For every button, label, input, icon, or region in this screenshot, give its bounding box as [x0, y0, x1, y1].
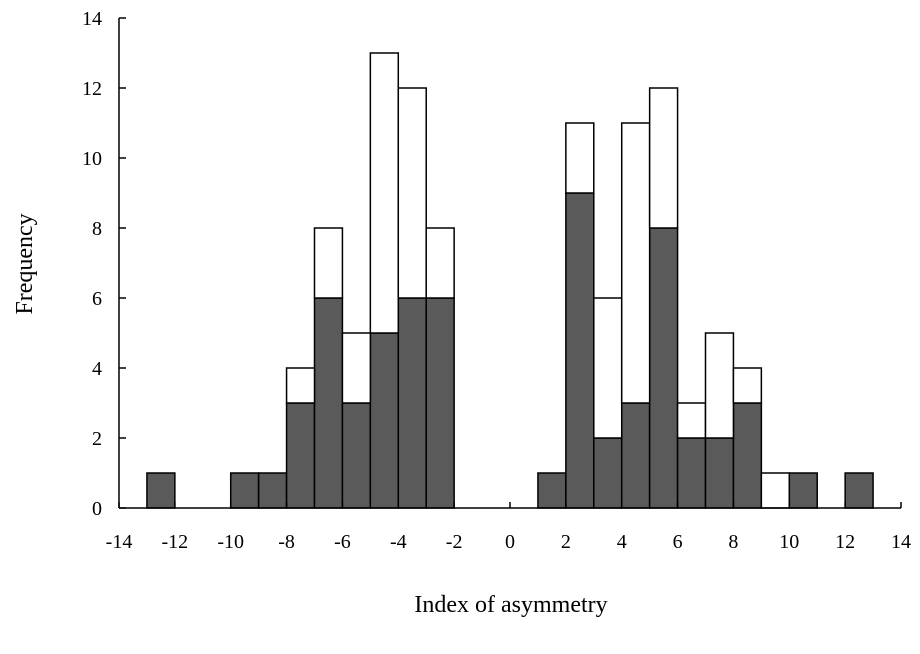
x-tick-label: -14 — [106, 531, 133, 553]
y-tick-label: 12 — [82, 78, 102, 100]
y-tick-label: 0 — [92, 498, 102, 520]
labels-layer: 0 2 4 6 8 10 12 14 -14 -12 -10 -8 -6 -4 -2 0 2 4 6 8 10 12 14 — [82, 8, 911, 553]
bar-series2-bin--8 — [285, 367, 316, 404]
bar-series2-bin-8 — [732, 367, 763, 404]
x-tick-label: 10 — [779, 531, 799, 553]
bar-series2-bin-9 — [760, 472, 791, 509]
x-tick-label: -8 — [278, 531, 295, 553]
x-tick-label: 6 — [673, 531, 683, 553]
bar-series1-bin-10 — [788, 472, 818, 509]
bar-series1-bin-8 — [732, 402, 763, 509]
bar-series2-bin--3 — [425, 227, 455, 299]
bar-series2-bin--7 — [313, 227, 344, 299]
bar-series1-bin-7 — [704, 437, 735, 509]
x-tick-label: 12 — [835, 531, 855, 553]
x-tick-label: 0 — [505, 531, 515, 553]
bar-series2-bin-5 — [648, 87, 679, 229]
bar-series2-bin-7 — [704, 332, 735, 439]
bar-series1-bin--9 — [257, 472, 288, 509]
bar-series1-bin--8 — [285, 402, 316, 509]
x-tick-label: 8 — [728, 531, 738, 553]
bar-series2-bin-4 — [620, 122, 651, 404]
bar-series2-bin-2 — [565, 122, 595, 194]
bar-series1-bin-12 — [844, 472, 874, 509]
bar-series1-bin--5 — [369, 332, 400, 509]
y-tick-label: 14 — [82, 8, 102, 30]
bar-series1-bin--3 — [425, 297, 455, 509]
bar-series2-bin--4 — [397, 87, 427, 299]
bar-series1-bin-6 — [676, 437, 707, 509]
y-tick-label: 6 — [92, 288, 102, 310]
x-tick-label: -6 — [334, 531, 351, 553]
bar-series1-bin--13 — [146, 472, 176, 509]
bar-series1-bin-5 — [648, 227, 679, 509]
bar-series1-bin--10 — [229, 472, 260, 509]
bar-series1-bin--4 — [397, 297, 427, 509]
bar-series1-bin-3 — [593, 437, 623, 509]
axes-layer — [118, 17, 902, 509]
y-tick-label: 4 — [92, 358, 102, 380]
bar-series2-bin--6 — [341, 332, 372, 404]
y-tick-label: 2 — [92, 428, 102, 450]
x-tick-label: -2 — [446, 531, 463, 553]
bar-series2-bin-3 — [593, 297, 623, 439]
x-tick-label: 14 — [891, 531, 911, 553]
bar-series2-bin-6 — [676, 402, 707, 439]
y-tick-label: 8 — [92, 218, 102, 240]
bar-series2-bin--5 — [369, 52, 400, 334]
x-tick-label: -10 — [217, 531, 244, 553]
y-axis-title: Frequency — [12, 213, 38, 314]
x-axis-title: Index of asymmetry — [414, 592, 607, 618]
x-tick-label: 2 — [561, 531, 571, 553]
bars-layer — [146, 52, 874, 509]
bar-series1-bin--7 — [313, 297, 344, 509]
x-tick-label: -4 — [390, 531, 407, 553]
bar-series1-bin--6 — [341, 402, 372, 509]
x-tick-label: 4 — [617, 531, 627, 553]
bar-series1-bin-2 — [565, 192, 595, 509]
y-tick-label: 10 — [82, 148, 102, 170]
x-tick-label: -12 — [162, 531, 189, 553]
bar-series1-bin-4 — [620, 402, 651, 509]
bar-series1-bin-1 — [537, 472, 567, 509]
